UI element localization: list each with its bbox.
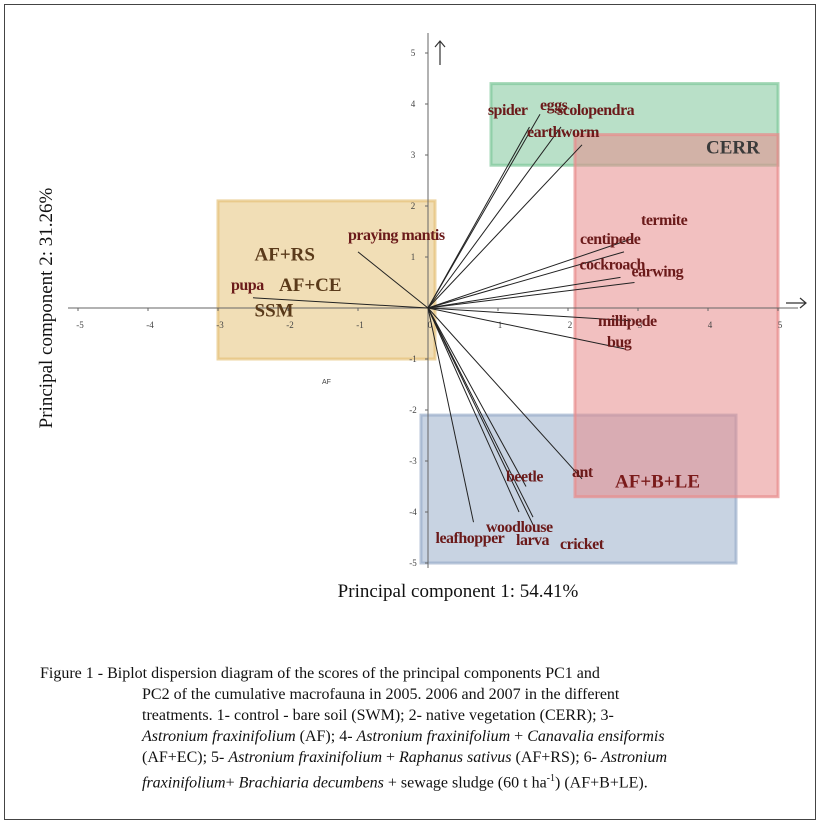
figure-frame — [4, 4, 816, 820]
x-tick-label: 5 — [778, 320, 783, 330]
variable-label-beetle: beetle — [506, 469, 543, 486]
x-tick-label: 2 — [568, 320, 573, 330]
vector-spider — [427, 126, 530, 309]
variable-label-praying-mantis: praying mantis — [348, 227, 445, 244]
y-tick-label: -3 — [409, 456, 417, 466]
vector-scolopendra — [427, 126, 562, 309]
vector-cockroach — [427, 276, 621, 309]
variable-label-termite: termite — [641, 212, 688, 229]
caption-species-4: Astronium fraxinifolium — [228, 749, 382, 766]
caption-species-1: Astronium fraxinifolium — [142, 728, 296, 745]
variable-label-eggs: eggs — [540, 97, 568, 114]
vector-cricket — [427, 307, 534, 525]
x-tick-label: 4 — [708, 320, 713, 330]
x-tick-label: 3 — [638, 320, 643, 330]
y-tick-label: 4 — [411, 99, 416, 109]
vector-beetle — [427, 307, 527, 487]
biplot-chart: -5 -4 -3 -2 -1 0 1 2 3 4 5 -5 -4 -3 -2 -1 1 2 3 4 5 AF eggsspi… — [36, 33, 807, 602]
variable-label-millipede: millipede — [598, 313, 657, 330]
variable-label-cricket: cricket — [560, 536, 605, 553]
y-axis-title: Principal component 2: 31.26% — [36, 188, 57, 429]
group-region-4 — [216, 199, 437, 361]
variable-label-earthworm: earthworm — [527, 124, 600, 141]
vector-woodlouse — [427, 307, 520, 513]
group-region-3 — [573, 133, 780, 499]
vector-larva — [427, 307, 534, 518]
variable-label-spider: spider — [488, 102, 528, 119]
treatment-label-af-ce: AF+CE — [279, 275, 342, 296]
y-tick-label: -4 — [409, 507, 417, 517]
variable-label-larva: larva — [516, 532, 550, 549]
stray-af-label: AF — [322, 379, 331, 386]
caption-line-4: Astronium fraxinifolium (AF); 4- Astroni… — [40, 726, 800, 747]
variable-label-pupa: pupa — [231, 277, 264, 294]
x-tick-label: -3 — [216, 320, 224, 330]
caption-line-3: treatments. 1- control - bare soil (SWM)… — [142, 707, 614, 724]
figure-caption: Figure 1 - Biplot dispersion diagram of … — [40, 663, 800, 793]
caption-species-7: fraxinifolium — [142, 774, 226, 792]
treatment-label-af-rs: AF+RS — [255, 244, 315, 265]
caption-text-6b: + sewage sludge (60 t ha — [383, 774, 547, 792]
y-tick-label: 1 — [411, 252, 416, 262]
caption-line-1: Figure 1 - Biplot dispersion diagram of … — [40, 665, 600, 682]
vector-termite — [427, 238, 632, 309]
treatment-label-ssm: SSM — [255, 301, 294, 322]
y-tick-label: 3 — [411, 150, 416, 160]
caption-text-4b: + — [510, 728, 528, 745]
variable-label-ant: ant — [572, 464, 594, 481]
caption-line-6: fraxinifolium+ Brachiaria decumbens + se… — [40, 768, 800, 793]
variable-label-centipede: centipede — [580, 231, 641, 248]
vector-earwing — [427, 282, 635, 309]
caption-species-5: Raphanus sativus — [399, 749, 512, 766]
caption-line-5: (AF+EC); 5- Astronium fraxinifolium + Ra… — [40, 747, 800, 768]
variable-label-cockroach: cockroach — [580, 256, 646, 273]
treatment-label-cerr: CERR — [706, 137, 760, 158]
variable-label-woodlouse: woodlouse — [486, 519, 553, 536]
caption-species-2: Astronium fraxinifolium — [356, 728, 511, 745]
variable-label-bug: bug — [607, 334, 632, 351]
x-tick-label: -1 — [356, 320, 364, 330]
y-tick-label: -5 — [409, 558, 417, 568]
y-axis-arrow — [434, 40, 446, 65]
vector-praying-mantis — [357, 251, 429, 309]
caption-text-5b: + — [382, 749, 400, 766]
vector-earthworm — [427, 144, 583, 309]
vector-bug — [427, 307, 625, 350]
y-tick-label: 2 — [411, 201, 416, 211]
vector-pupa — [252, 297, 429, 309]
y-tick-label: -2 — [409, 405, 417, 415]
variable-label-earwing: earwing — [632, 264, 684, 281]
caption-species-8: Brachiaria decumbens — [238, 774, 384, 792]
y-tick-label: -1 — [409, 354, 417, 364]
treatment-label-af-b-le: AF+B+LE — [615, 471, 700, 492]
x-tick-label: 1 — [498, 320, 503, 330]
variable-label-scolopendra: scolopendra — [557, 102, 635, 119]
variable-label-leafhopper: leafhopper — [436, 530, 505, 547]
caption-species-3: Canavalia ensiformis — [527, 728, 665, 745]
x-tick-label: -4 — [146, 320, 154, 330]
caption-line-2: PC2 of the cumulative macrofauna in 2005… — [142, 686, 620, 703]
x-tick-label: -5 — [76, 320, 84, 330]
caption-superscript: -1 — [546, 773, 556, 784]
caption-species-6: Astronium — [600, 749, 668, 766]
caption-text-5a: (AF+EC); 5- — [142, 749, 229, 766]
caption-text-6c: ) (AF+B+LE). — [555, 774, 648, 792]
caption-text-6a: + — [225, 774, 239, 792]
x-axis-arrow — [786, 297, 807, 309]
vector-centipede — [427, 251, 625, 309]
caption-text-4a: (AF); 4- — [295, 728, 357, 745]
y-tick-label: 5 — [411, 48, 416, 58]
x-tick-label: -2 — [286, 320, 294, 330]
x-tick-label: 0 — [428, 320, 433, 330]
caption-text-5c: (AF+RS); 6- — [511, 749, 601, 766]
x-axis-title: Principal component 1: 54.41% — [338, 581, 579, 602]
vector-leafhopper — [427, 307, 474, 523]
vector-ant — [427, 307, 583, 480]
vector-millipede — [427, 307, 632, 322]
